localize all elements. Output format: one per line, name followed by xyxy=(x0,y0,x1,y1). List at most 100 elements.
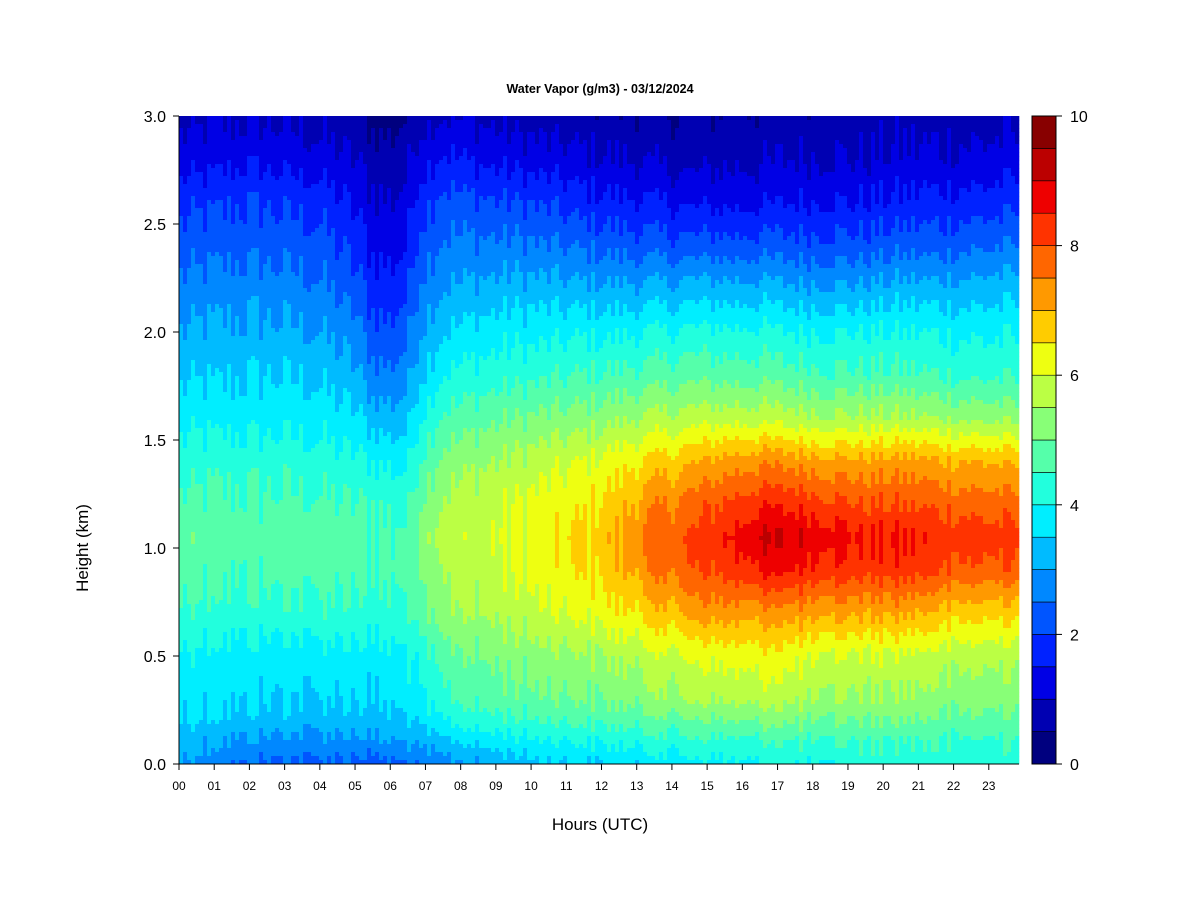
heatmap-cell xyxy=(263,440,267,444)
heatmap-cell xyxy=(263,208,267,212)
heatmap-cell xyxy=(247,232,251,236)
heatmap-cell xyxy=(287,648,291,652)
heatmap-cell xyxy=(223,164,227,168)
heatmap-cell xyxy=(291,744,295,748)
heatmap-cell xyxy=(231,492,235,496)
heatmap-cell xyxy=(207,404,211,408)
heatmap-cell xyxy=(243,136,247,140)
heatmap-cell xyxy=(271,732,275,736)
heatmap-cell xyxy=(179,664,183,668)
heatmap-cell xyxy=(287,604,291,608)
heatmap-cell xyxy=(287,608,291,612)
heatmap-cell xyxy=(223,500,227,504)
heatmap-cell xyxy=(187,200,191,204)
heatmap-cell xyxy=(287,468,291,472)
heatmap-cell xyxy=(219,428,223,432)
heatmap-cell xyxy=(259,548,263,552)
heatmap-cell xyxy=(235,404,239,408)
heatmap-cell xyxy=(279,472,283,476)
heatmap-cell xyxy=(179,688,183,692)
heatmap-cell xyxy=(287,312,291,316)
heatmap-cell xyxy=(239,744,243,748)
heatmap-cell xyxy=(187,188,191,192)
heatmap-cell xyxy=(263,572,267,576)
heatmap-cell xyxy=(247,476,251,480)
heatmap-cell xyxy=(267,612,271,616)
heatmap-cell xyxy=(243,140,247,144)
heatmap-cell xyxy=(259,180,263,184)
heatmap-cell xyxy=(247,212,251,216)
heatmap-cell xyxy=(199,556,203,560)
heatmap-cell xyxy=(179,536,183,540)
heatmap-cell xyxy=(291,164,295,168)
heatmap-cell xyxy=(251,236,255,240)
heatmap-cell xyxy=(239,476,243,480)
heatmap-cell xyxy=(215,616,219,620)
heatmap-cell xyxy=(179,624,183,628)
heatmap-cell xyxy=(179,240,183,244)
heatmap-cell xyxy=(227,444,231,448)
heatmap-cell xyxy=(211,324,215,328)
heatmap-cell xyxy=(235,188,239,192)
heatmap-cell xyxy=(223,660,227,664)
heatmap-cell xyxy=(239,260,243,264)
heatmap-cell xyxy=(279,508,283,512)
heatmap-cell xyxy=(271,176,275,180)
heatmap-cell xyxy=(211,752,215,756)
heatmap-cell xyxy=(295,636,299,640)
heatmap-cell xyxy=(251,464,255,468)
heatmap-cell xyxy=(187,172,191,176)
heatmap-cell xyxy=(211,640,215,644)
heatmap-cell xyxy=(179,288,183,292)
heatmap-cell xyxy=(247,220,251,224)
heatmap-cell xyxy=(223,180,227,184)
heatmap-cell xyxy=(203,304,207,308)
heatmap-cell xyxy=(223,564,227,568)
heatmap-cell xyxy=(271,296,275,300)
heatmap-cell xyxy=(211,268,215,272)
heatmap-cell xyxy=(215,652,219,656)
heatmap-cell xyxy=(259,696,263,700)
heatmap-cell xyxy=(211,336,215,340)
heatmap-cell xyxy=(203,732,207,736)
heatmap-cell xyxy=(187,692,191,696)
heatmap-cell xyxy=(235,140,239,144)
heatmap-cell xyxy=(275,204,279,208)
heatmap-cell xyxy=(267,616,271,620)
heatmap-cell xyxy=(183,460,187,464)
heatmap-cell xyxy=(263,708,267,712)
heatmap-cell xyxy=(195,736,199,740)
heatmap-cell xyxy=(255,272,259,276)
heatmap-cell xyxy=(231,216,235,220)
heatmap-cell xyxy=(259,268,263,272)
heatmap-cell xyxy=(283,188,287,192)
heatmap-cell xyxy=(275,336,279,340)
heatmap-cell xyxy=(263,368,267,372)
heatmap-cell xyxy=(207,680,211,684)
heatmap-cell xyxy=(179,376,183,380)
heatmap-cell xyxy=(231,656,235,660)
heatmap-cell xyxy=(267,404,271,408)
heatmap-cell xyxy=(271,388,275,392)
heatmap-cell xyxy=(227,600,231,604)
heatmap-cell xyxy=(283,312,287,316)
heatmap-cell xyxy=(231,288,235,292)
heatmap-cell xyxy=(271,372,275,376)
heatmap-cell xyxy=(255,176,259,180)
heatmap-cell xyxy=(183,716,187,720)
heatmap-cell xyxy=(271,212,275,216)
heatmap-cell xyxy=(243,336,247,340)
heatmap-cell xyxy=(279,320,283,324)
heatmap-cell xyxy=(211,180,215,184)
heatmap-cell xyxy=(283,752,287,756)
heatmap-cell xyxy=(251,728,255,732)
heatmap-cell xyxy=(207,212,211,216)
heatmap-cell xyxy=(207,652,211,656)
heatmap-cell xyxy=(215,740,219,744)
heatmap-cell xyxy=(207,332,211,336)
heatmap-cell xyxy=(219,748,223,752)
heatmap-cell xyxy=(259,184,263,188)
heatmap-cell xyxy=(291,128,295,132)
heatmap-cell xyxy=(203,656,207,660)
heatmap-cell xyxy=(199,528,203,532)
